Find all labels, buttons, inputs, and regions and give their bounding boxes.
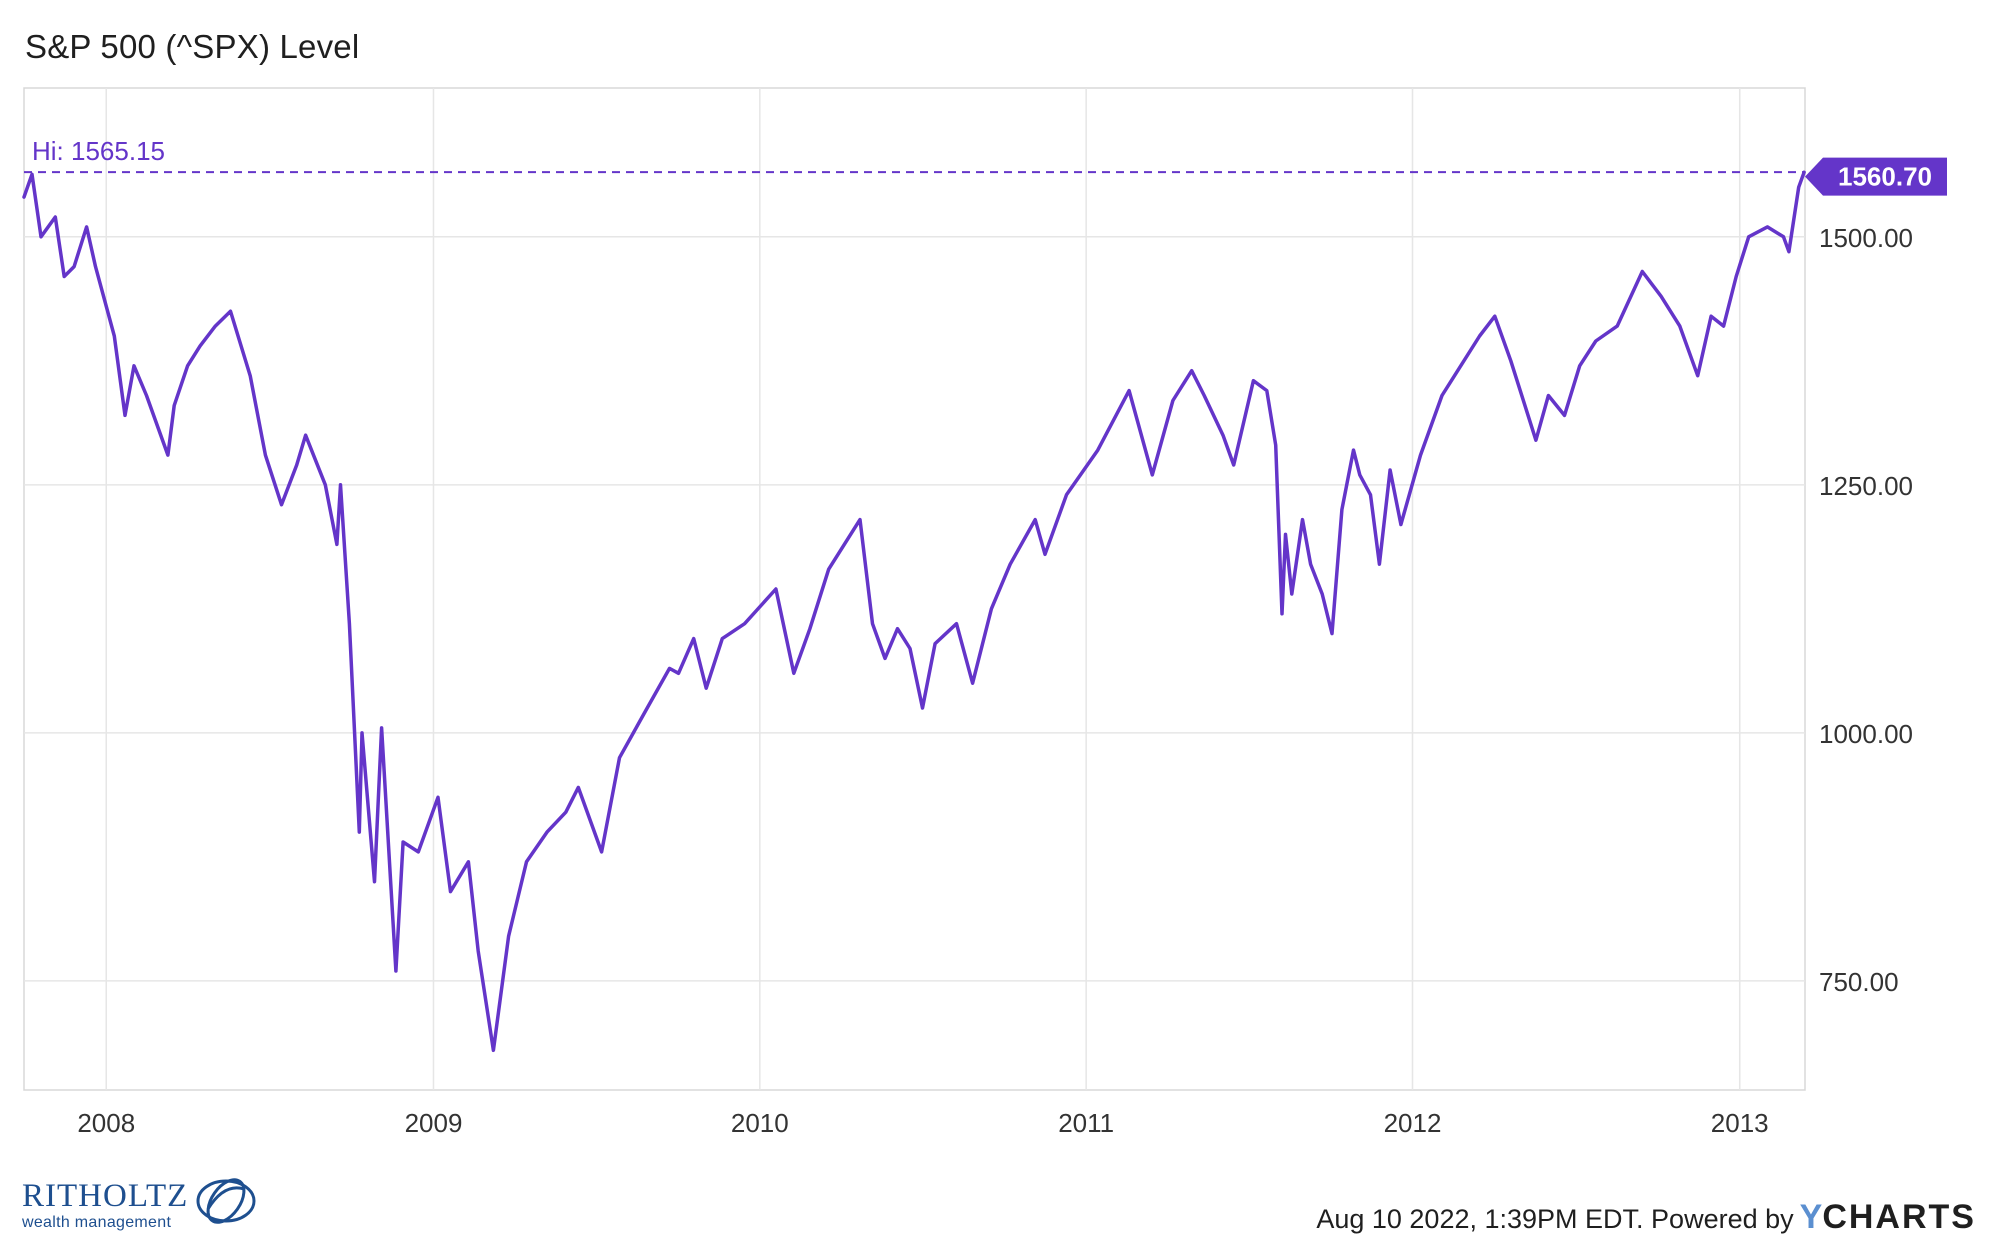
ycharts-logo-y: Y [1799,1198,1823,1236]
logo-subtitle: wealth management [22,1214,172,1231]
y-tick-label: 1250.00 [1819,471,1913,501]
series-line [22,170,1806,1053]
x-tick-label: 2013 [1711,1108,1769,1138]
footer-attribution: Aug 10 2022, 1:39PM EDT. Powered by Y CHA… [1316,1198,1976,1237]
ritholtz-logo: RITHOLTZ wealth management [22,1173,258,1231]
logo-name: RITHOLTZ [22,1178,189,1214]
y-tick-label: 1500.00 [1819,223,1913,253]
y-tick-label: 750.00 [1819,967,1899,997]
plot-area [23,87,1806,1091]
x-tick-label: 2012 [1384,1108,1442,1138]
ycharts-logo-text: CHARTS [1822,1198,1976,1236]
timestamp-text: Aug 10 2022, 1:39PM EDT. Powered by [1316,1204,1794,1234]
x-tick-label: 2010 [731,1108,789,1138]
x-tick-label: 2008 [77,1108,135,1138]
high-label: Hi: 1565.15 [32,136,165,166]
x-tick-label: 2009 [405,1108,463,1138]
chart-title: S&P 500 (^SPX) Level [25,28,360,65]
last-value-tag [1805,157,1947,196]
ritholtz-emblem-icon [196,1178,256,1224]
x-tick-label: 2011 [1058,1108,1114,1138]
y-tick-label: 1000.00 [1819,719,1913,749]
last-value-label: 1560.70 [1838,162,1932,192]
